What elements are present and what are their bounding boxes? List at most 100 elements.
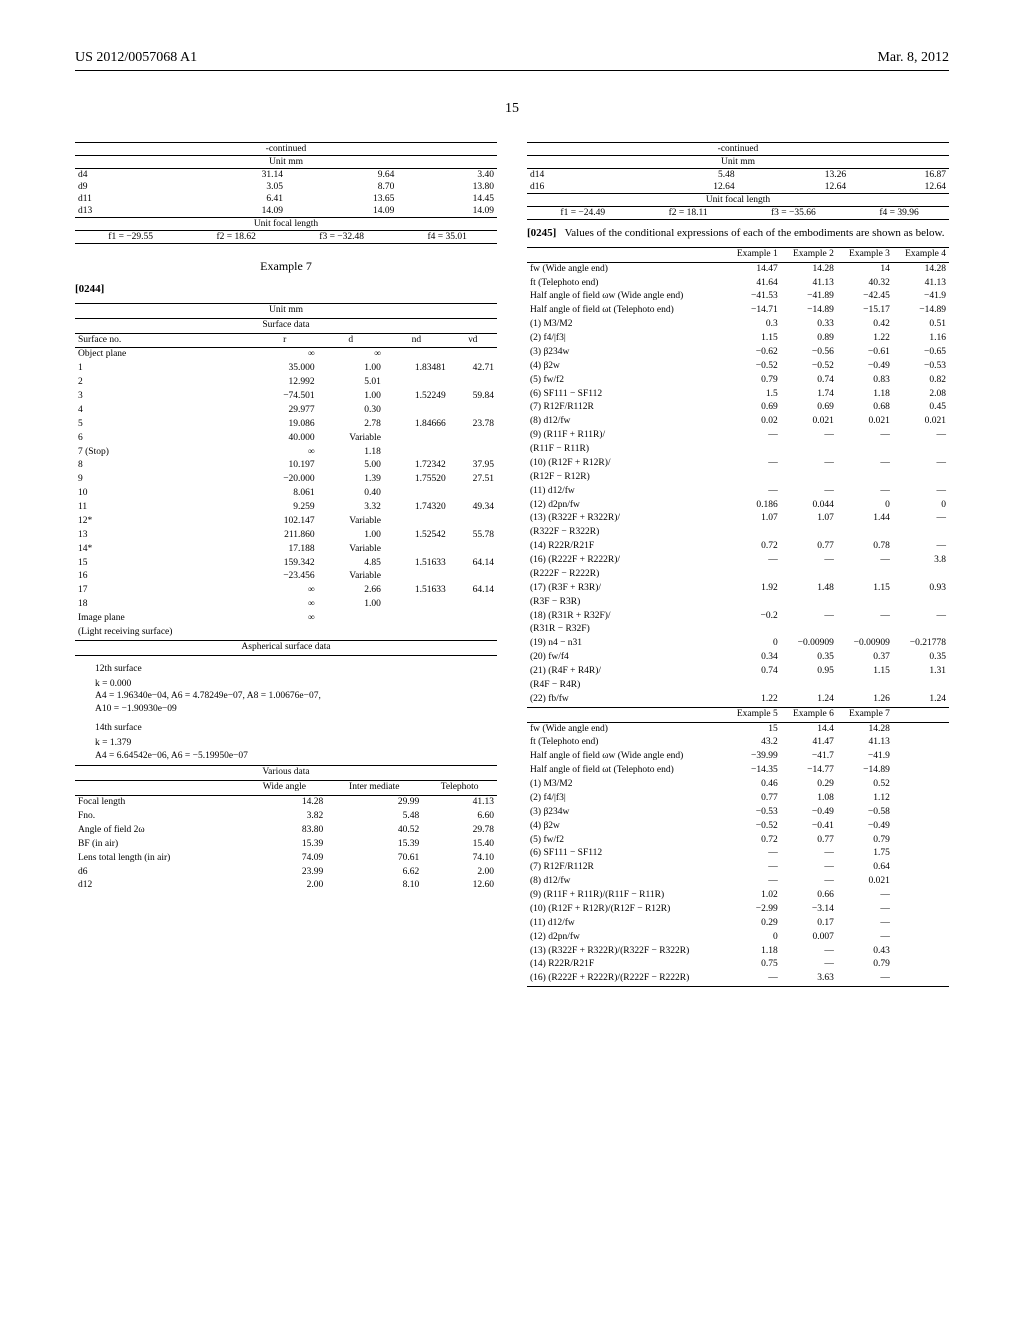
table-row: (17) (R3F + R3R)/1.921.481.150.93 — [527, 582, 949, 596]
table-row: (9) (R11F + R11R)/(R11F − R11R)1.020.66— — [527, 889, 949, 903]
table-row: (R31R − R32F) — [527, 623, 949, 637]
table-row: (3) β234w−0.62−0.56−0.61−0.65 — [527, 346, 949, 360]
table-row: (5) fw/f20.720.770.79 — [527, 834, 949, 848]
table-row: d145.4813.2616.87 — [527, 169, 949, 182]
table-row: (2) f4/|f3|0.771.081.12 — [527, 792, 949, 806]
table-row: (7) R12F/R112R0.690.690.680.45 — [527, 401, 949, 415]
table-row: 135.0001.001.8348142.71 — [75, 362, 497, 376]
asph-14: 14th surface k = 1.379A4 = 6.64542e−06, … — [75, 719, 497, 765]
table-row: fw (Wide angle end)14.4714.281414.28 — [527, 262, 949, 276]
table-row: (4) β2w−0.52−0.41−0.49 — [527, 820, 949, 834]
table-row: (21) (R4F + R4R)/0.740.951.151.31 — [527, 665, 949, 679]
table-row: (11) d12/fw———— — [527, 485, 949, 499]
table-row: (14) R22R/R21F0.720.770.78— — [527, 540, 949, 554]
table-row: 16−23.456Variable — [75, 570, 497, 584]
table-row: 9−20.0001.391.7552027.51 — [75, 473, 497, 487]
table-row: (1) M3/M20.30.330.420.51 — [527, 318, 949, 332]
table-row: d431.149.643.40 — [75, 169, 497, 182]
table-row: Lens total length (in air)74.0970.6174.1… — [75, 852, 497, 866]
table-row: ft (Telephoto end)41.6441.1340.3241.13 — [527, 277, 949, 291]
table-row: 810.1975.001.7234237.95 — [75, 459, 497, 473]
table-row: (8) d12/fw——0.021 — [527, 875, 949, 889]
table-row: Angle of field 2ω83.8040.5229.78 — [75, 824, 497, 838]
table-row: (11) d12/fw0.290.17— — [527, 917, 949, 931]
table-row: fw (Wide angle end)1514.414.28 — [527, 722, 949, 736]
table-row: 519.0862.781.8466623.78 — [75, 418, 497, 432]
table-row: (14) R22R/R21F0.75—0.79 — [527, 958, 949, 972]
table-row: (16) (R222F + R222R)/———3.8 — [527, 554, 949, 568]
table-row: (22) fb/fw1.221.241.261.24 — [527, 693, 949, 707]
table-row: Half angle of field ωt (Telephoto end)−1… — [527, 304, 949, 318]
table-row: (R11F − R11R) — [527, 443, 949, 457]
table-row: 108.0610.40 — [75, 487, 497, 501]
table-row: (7) R12F/R112R——0.64 — [527, 861, 949, 875]
table-row: ft (Telephoto end)43.241.4741.13 — [527, 736, 949, 750]
table-row: Half angle of field ωw (Wide angle end)−… — [527, 750, 949, 764]
table-row: (R4F − R4R) — [527, 679, 949, 693]
table-row: d623.996.622.00 — [75, 866, 497, 880]
table-row: (19) n4 − n310−0.00909−0.00909−0.21778 — [527, 637, 949, 651]
table-row: 18∞1.00 — [75, 598, 497, 612]
table-row: (3) β234w−0.53−0.49−0.58 — [527, 806, 949, 820]
table-row: (Light receiving surface) — [75, 626, 497, 640]
table-row: d1314.0914.0914.09 — [75, 205, 497, 218]
table-row: 119.2593.321.7432049.34 — [75, 501, 497, 515]
table-row: Half angle of field ωt (Telephoto end)−1… — [527, 764, 949, 778]
table-row: d116.4113.6514.45 — [75, 193, 497, 205]
table-row: Object plane∞∞ — [75, 348, 497, 362]
table-row: (5) fw/f20.790.740.830.82 — [527, 374, 949, 388]
various-data-table: Various data Wide angleInter mediateTele… — [75, 765, 497, 893]
table-row: (R3F − R3R) — [527, 596, 949, 610]
page-number: 15 — [75, 101, 949, 117]
table-row: (9) (R11F + R11R)/———— — [527, 429, 949, 443]
table-row: 14*17.188Variable — [75, 543, 497, 557]
table-row: 12*102.147Variable — [75, 515, 497, 529]
table-row: (6) SF111 − SF1121.51.741.182.08 — [527, 388, 949, 402]
table-row: (2) f4/|f3|1.150.891.221.16 — [527, 332, 949, 346]
table-row: 7 (Stop)∞1.18 — [75, 446, 497, 460]
table-row: 17∞2.661.5163364.14 — [75, 584, 497, 598]
table-row: 15159.3424.851.5163364.14 — [75, 557, 497, 571]
table-row: (4) β2w−0.52−0.52−0.49−0.53 — [527, 360, 949, 374]
table-row: (R12F − R12R) — [527, 471, 949, 485]
table-row: d93.058.7013.80 — [75, 181, 497, 193]
table-row: 429.9770.30 — [75, 404, 497, 418]
table-row: (12) d2pn/fw0.1860.04400 — [527, 499, 949, 513]
table-row: (R322F − R322R) — [527, 526, 949, 540]
table-row: Image plane∞ — [75, 612, 497, 626]
table-row: (16) (R222F + R222R)/(R222F − R222R)—3.6… — [527, 972, 949, 986]
table-row: 3−74.5011.001.5224959.84 — [75, 390, 497, 404]
table-row: d122.008.1012.60 — [75, 879, 497, 893]
doc-id: US 2012/0057068 A1 — [75, 50, 197, 66]
table-row: 640.000Variable — [75, 432, 497, 446]
pub-date: Mar. 8, 2012 — [877, 50, 949, 66]
table-row: (13) (R322F + R322R)/(R322F − R322R)1.18… — [527, 945, 949, 959]
left-column: -continued Unit mm d431.149.643.40d93.05… — [75, 142, 497, 991]
para-0245: [0245] Values of the conditional express… — [527, 226, 949, 241]
table-row: (10) (R12F + R12R)/———— — [527, 457, 949, 471]
table-row: (6) SF111 − SF112——1.75 — [527, 847, 949, 861]
cond-table-1: Example 1Example 2Example 3Example 4 fw … — [527, 247, 949, 987]
table-row: Half angle of field ωw (Wide angle end)−… — [527, 290, 949, 304]
example-7-title: Example 7 — [75, 259, 497, 274]
para-0244: [0244] — [75, 282, 497, 297]
table-row: d1612.6412.6412.64 — [527, 181, 949, 194]
page-header: US 2012/0057068 A1 Mar. 8, 2012 — [75, 50, 949, 71]
table-row: (18) (R31R + R32F)/−0.2——— — [527, 610, 949, 624]
table-row: (R222F − R222R) — [527, 568, 949, 582]
surface-data-table: Unit mm Surface data Surface no.rdndνd O… — [75, 303, 497, 656]
table-row: (20) fw/f40.340.350.370.35 — [527, 651, 949, 665]
right-column: -continued Unit mm d145.4813.2616.87d161… — [527, 142, 949, 991]
table-row: (10) (R12F + R12R)/(R12F − R12R)−2.99−3.… — [527, 903, 949, 917]
table-row: Fno.3.825.486.60 — [75, 810, 497, 824]
table-row: (13) (R322F + R322R)/1.071.071.44— — [527, 512, 949, 526]
asph-12: 12th surface k = 0.000A4 = 1.96340e−04, … — [75, 660, 497, 719]
left-continued-table: -continued Unit mm d431.149.643.40d93.05… — [75, 142, 497, 244]
table-row: (1) M3/M20.460.290.52 — [527, 778, 949, 792]
table-row: (12) d2pn/fw00.007— — [527, 931, 949, 945]
table-row: 13211.8601.001.5254255.78 — [75, 529, 497, 543]
table-row: 212.9925.01 — [75, 376, 497, 390]
right-continued-table: -continued Unit mm d145.4813.2616.87d161… — [527, 142, 949, 220]
table-row: Focal length14.2829.9941.13 — [75, 796, 497, 810]
table-row: BF (in air)15.3915.3915.40 — [75, 838, 497, 852]
